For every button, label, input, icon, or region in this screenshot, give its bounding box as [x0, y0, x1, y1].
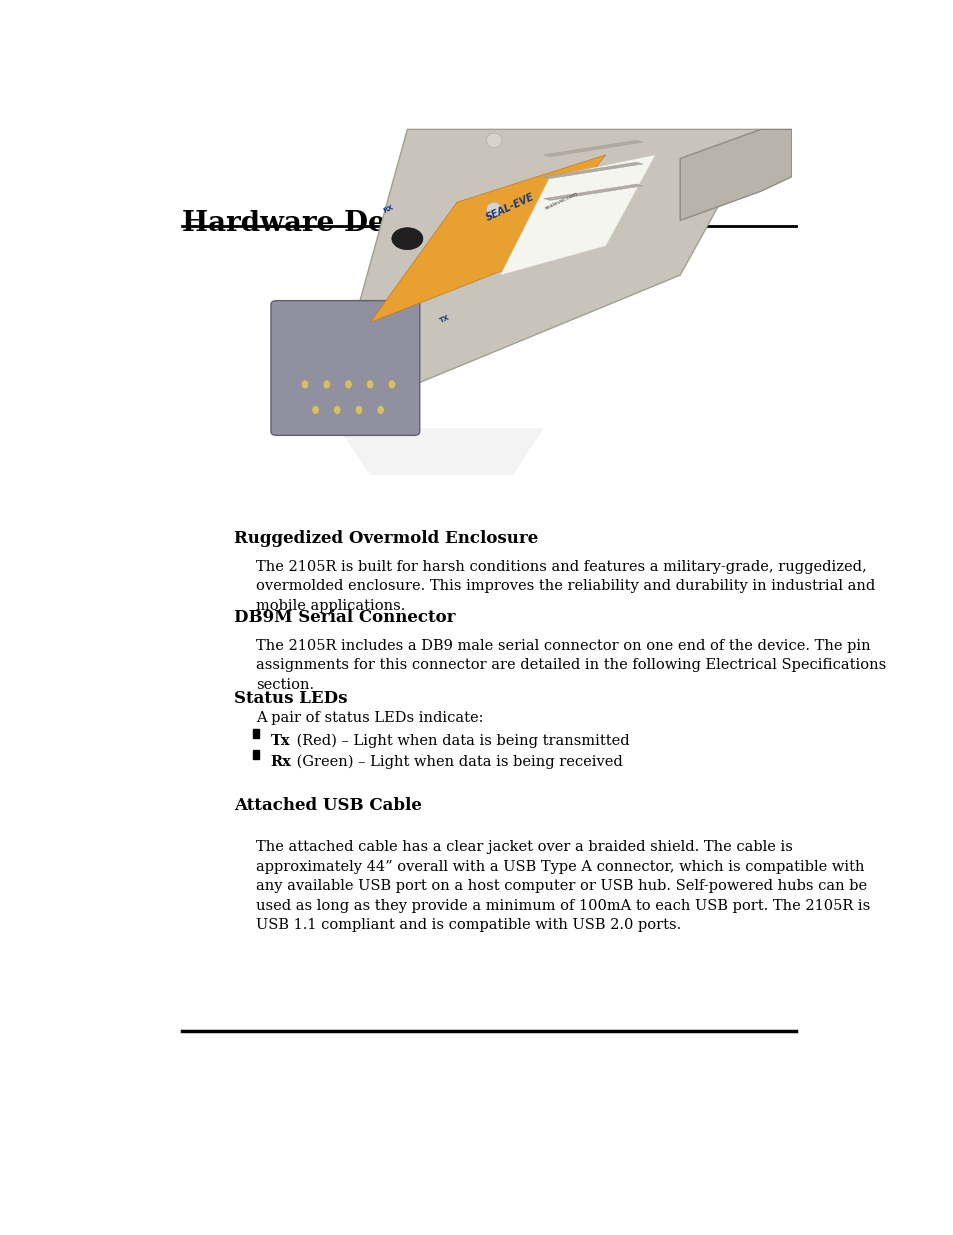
Text: The attached cable has a clear jacket over a braided shield. The cable is
approx: The attached cable has a clear jacket ov…	[255, 841, 869, 932]
Ellipse shape	[376, 405, 384, 415]
Polygon shape	[543, 141, 642, 157]
Text: RX: RX	[382, 204, 395, 214]
Polygon shape	[499, 154, 655, 275]
Polygon shape	[679, 130, 791, 221]
Ellipse shape	[334, 405, 340, 415]
Ellipse shape	[392, 227, 422, 249]
Text: Hardware Description: Hardware Description	[182, 210, 525, 237]
Ellipse shape	[486, 203, 501, 217]
Text: (Red) – Light when data is being transmitted: (Red) – Light when data is being transmi…	[292, 734, 628, 748]
Text: (Green) – Light when data is being received: (Green) – Light when data is being recei…	[292, 755, 621, 769]
Text: DB9M Serial Connector: DB9M Serial Connector	[233, 609, 455, 626]
Text: Ruggedized Overmold Enclosure: Ruggedized Overmold Enclosure	[233, 531, 537, 547]
Ellipse shape	[486, 133, 501, 148]
Ellipse shape	[301, 380, 309, 389]
Text: TX: TX	[437, 314, 450, 324]
Ellipse shape	[323, 380, 330, 389]
Ellipse shape	[312, 405, 319, 415]
Text: The 2105R is built for harsh conditions and features a military-grade, ruggedize: The 2105R is built for harsh conditions …	[255, 559, 874, 613]
Ellipse shape	[388, 380, 395, 389]
Polygon shape	[370, 154, 605, 322]
Text: Rx: Rx	[271, 755, 292, 769]
Ellipse shape	[355, 405, 362, 415]
Text: Status LEDs: Status LEDs	[233, 690, 347, 708]
Text: The 2105R includes a DB9 male serial connector on one end of the device. The pin: The 2105R includes a DB9 male serial con…	[255, 638, 885, 692]
Text: SEAL-EVE: SEAL-EVE	[484, 191, 536, 222]
FancyBboxPatch shape	[271, 300, 419, 436]
Polygon shape	[326, 130, 760, 421]
Polygon shape	[543, 184, 642, 200]
Text: Attached USB Cable: Attached USB Cable	[233, 797, 421, 814]
Ellipse shape	[366, 380, 374, 389]
Bar	[253, 750, 258, 758]
Text: Tx: Tx	[271, 734, 290, 748]
Polygon shape	[543, 162, 642, 179]
Bar	[253, 729, 258, 737]
Ellipse shape	[344, 380, 352, 389]
Text: sealevel.com: sealevel.com	[543, 190, 578, 210]
Polygon shape	[338, 429, 543, 475]
Text: A pair of status LEDs indicate:: A pair of status LEDs indicate:	[255, 711, 483, 725]
